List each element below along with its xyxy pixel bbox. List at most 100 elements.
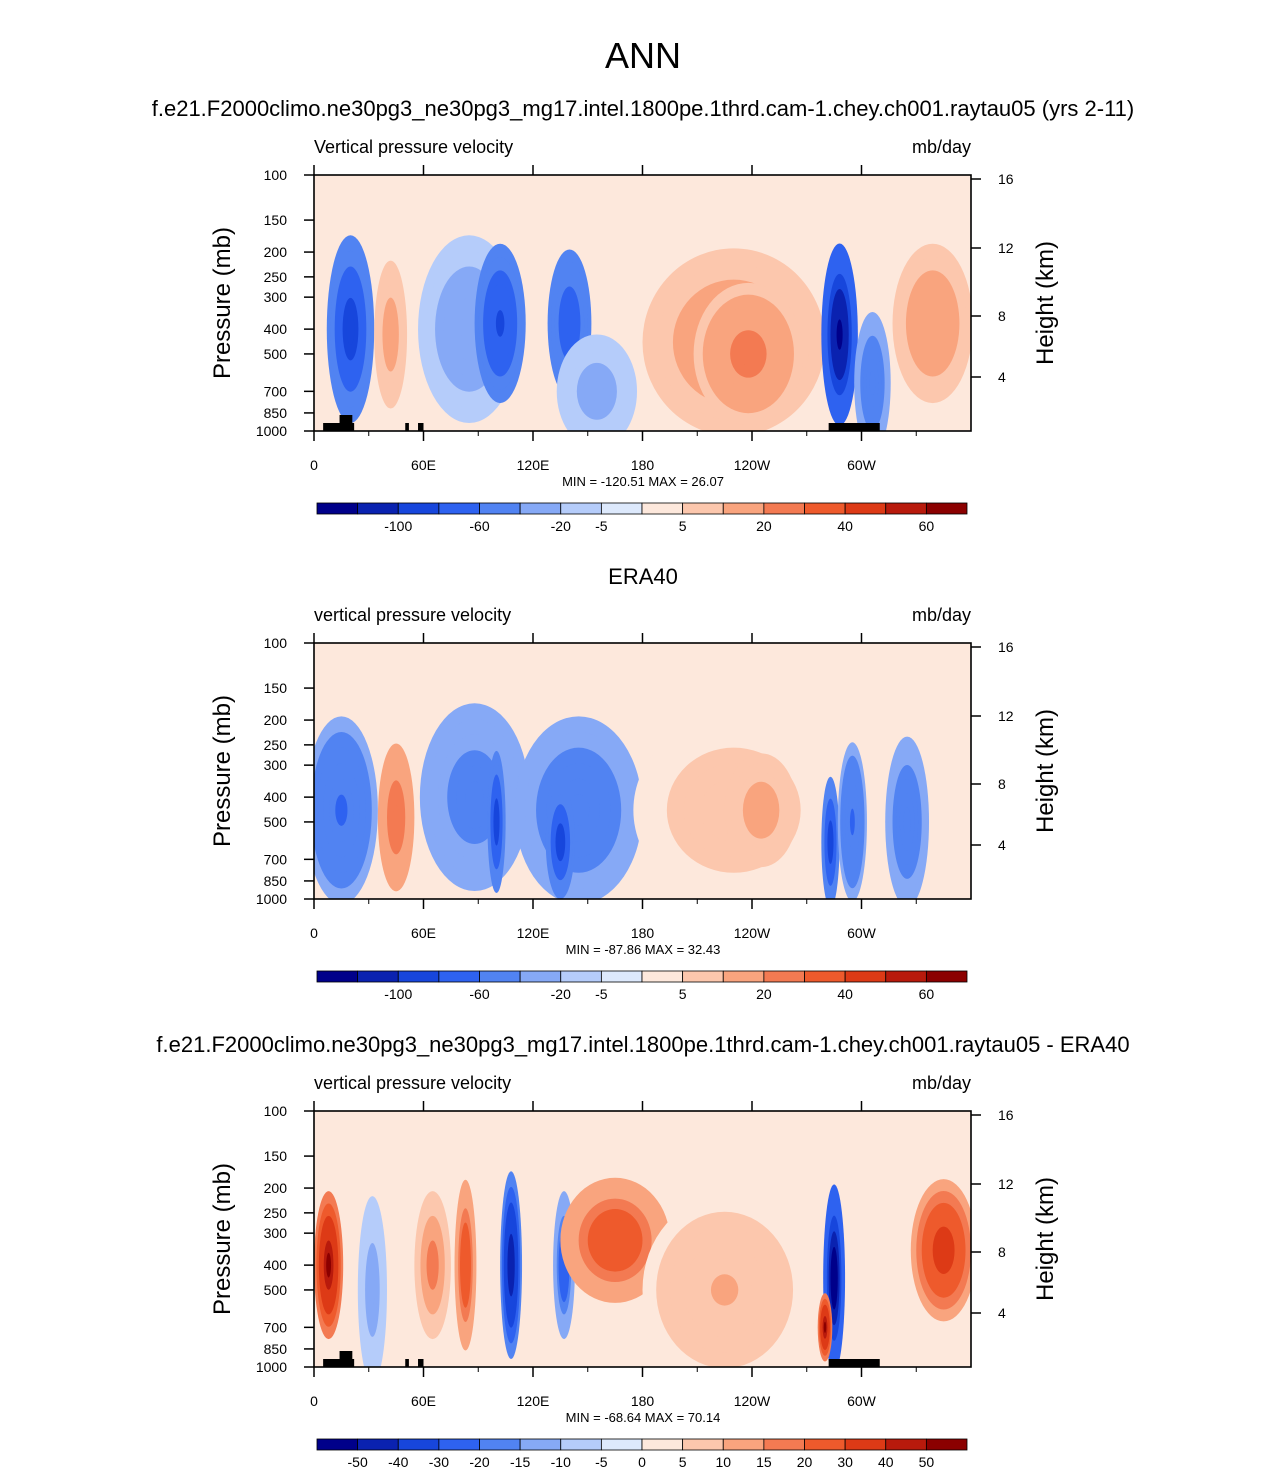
y-tick-label: 250 (264, 737, 288, 753)
x-tick-label: 60E (411, 457, 436, 473)
y-tick-label: 250 (264, 269, 288, 285)
colorbar-segment (885, 1438, 927, 1451)
heatmap-cell (938, 1238, 950, 1263)
colorbar-label: 5 (679, 986, 687, 1002)
colorbar-segment (479, 970, 521, 983)
y-tick-label: 500 (264, 346, 288, 362)
colorbar-segment (519, 502, 562, 515)
right-string: mb/day (912, 605, 971, 625)
topography-mask (339, 1351, 353, 1367)
colorbar-segment (519, 1438, 562, 1451)
y-right-tick-label: 16 (998, 1107, 1014, 1123)
topography-mask (323, 423, 355, 431)
chart-panel: f.e21.F2000climo.ne30pg3_ne30pg3_mg17.in… (152, 96, 1135, 534)
y-tick-label: 150 (264, 212, 288, 228)
heatmap-cell (832, 1262, 836, 1294)
y-axis-title: Pressure (mb) (209, 1163, 236, 1315)
y-tick-label: 1000 (256, 1359, 287, 1375)
x-tick-label: 0 (310, 1393, 318, 1409)
colorbar-label: 20 (756, 986, 772, 1002)
colorbar-segment (479, 502, 521, 515)
heatmap-cell (739, 342, 758, 366)
colorbar-label: -20 (551, 986, 571, 1002)
chart-panel: ERA40 vertical pressure velocity mb/day 0 60… (209, 564, 1059, 1002)
heatmap-cell (590, 381, 604, 401)
y-tick-label: 150 (264, 680, 288, 696)
colorbar-label: -40 (388, 1454, 408, 1470)
y-right-axis-title: Height (km) (1032, 1177, 1059, 1301)
colorbar-segment (641, 1438, 684, 1451)
colorbar-label: -5 (595, 1454, 608, 1470)
colorbar-label: 30 (837, 1454, 853, 1470)
y-tick-label: 100 (264, 1103, 288, 1119)
y-tick-label: 400 (264, 789, 288, 805)
heatmap-cell (494, 810, 499, 834)
colorbar-segment (844, 502, 887, 515)
colorbar-segment (722, 1438, 765, 1451)
colorbar-label: -60 (469, 518, 489, 534)
colorbar-label: -60 (469, 986, 489, 1002)
colorbar-segment (316, 1438, 359, 1451)
colorbar-segment (519, 970, 562, 983)
y-right-tick-label: 4 (998, 1305, 1006, 1321)
heatmap-cell (710, 1274, 739, 1306)
topography-mask (339, 415, 353, 431)
y-right-axis-title: Height (km) (1032, 709, 1059, 833)
y-right-tick-label: 8 (998, 1244, 1006, 1260)
colorbar-label: 40 (878, 1454, 894, 1470)
colorbar-label: -20 (551, 518, 571, 534)
colorbar-segment (479, 1438, 521, 1451)
y-tick-label: 200 (264, 244, 288, 260)
y-tick-label: 500 (264, 814, 288, 830)
y-tick-label: 850 (264, 405, 288, 421)
x-tick-label: 60E (411, 1393, 436, 1409)
heatmap-cell (755, 800, 768, 820)
y-right-tick-label: 16 (998, 639, 1014, 655)
panel-title: ERA40 (608, 564, 678, 589)
heatmap-field (314, 643, 971, 899)
heatmap-cell (509, 1249, 513, 1281)
x-tick-label: 60W (847, 1393, 877, 1409)
colorbar-segment (763, 502, 805, 515)
y-tick-label: 700 (264, 383, 288, 399)
colorbar-label: 60 (919, 986, 935, 1002)
y-tick-label: 1000 (256, 891, 287, 907)
y-right-tick-label: 16 (998, 171, 1014, 187)
colorbar-segment (438, 1438, 480, 1451)
topography-mask (418, 1359, 424, 1367)
left-string: Vertical pressure velocity (314, 137, 513, 157)
y-tick-label: 100 (264, 167, 288, 183)
heatmap-cell (823, 1321, 827, 1334)
colorbar-label: 10 (715, 1454, 731, 1470)
colorbar-segment (357, 970, 399, 983)
heatmap-cell (326, 1252, 332, 1278)
colorbar-segment (560, 1438, 602, 1451)
heatmap-cell (836, 319, 843, 350)
heatmap-cell (393, 805, 400, 830)
right-string: mb/day (912, 1073, 971, 1093)
topography-mask (405, 1359, 409, 1367)
min-max-label: MIN = -87.86 MAX = 32.43 (566, 942, 721, 957)
heatmap-cell (387, 322, 394, 347)
y-tick-label: 300 (264, 757, 288, 773)
heatmap-cell (465, 781, 484, 813)
x-tick-label: 180 (631, 457, 655, 473)
colorbar-segment (925, 970, 968, 983)
colorbar-segment (844, 1438, 887, 1451)
y-axis-title: Pressure (mb) (209, 695, 236, 847)
colorbar-label: 40 (837, 518, 853, 534)
colorbar-segment (804, 970, 846, 983)
heatmap-cell (925, 310, 940, 337)
y-right-tick-label: 4 (998, 369, 1006, 385)
y-right-tick-label: 4 (998, 837, 1006, 853)
colorbar-label: 60 (919, 518, 935, 534)
colorbar-segment (641, 970, 684, 983)
y-right-tick-label: 8 (998, 776, 1006, 792)
colorbar-segment (925, 502, 968, 515)
colorbar-segment (925, 1438, 968, 1451)
heatmap-cell (460, 313, 478, 345)
colorbar-segment (885, 502, 927, 515)
heatmap-cell (335, 794, 348, 826)
x-tick-label: 120E (517, 1393, 550, 1409)
